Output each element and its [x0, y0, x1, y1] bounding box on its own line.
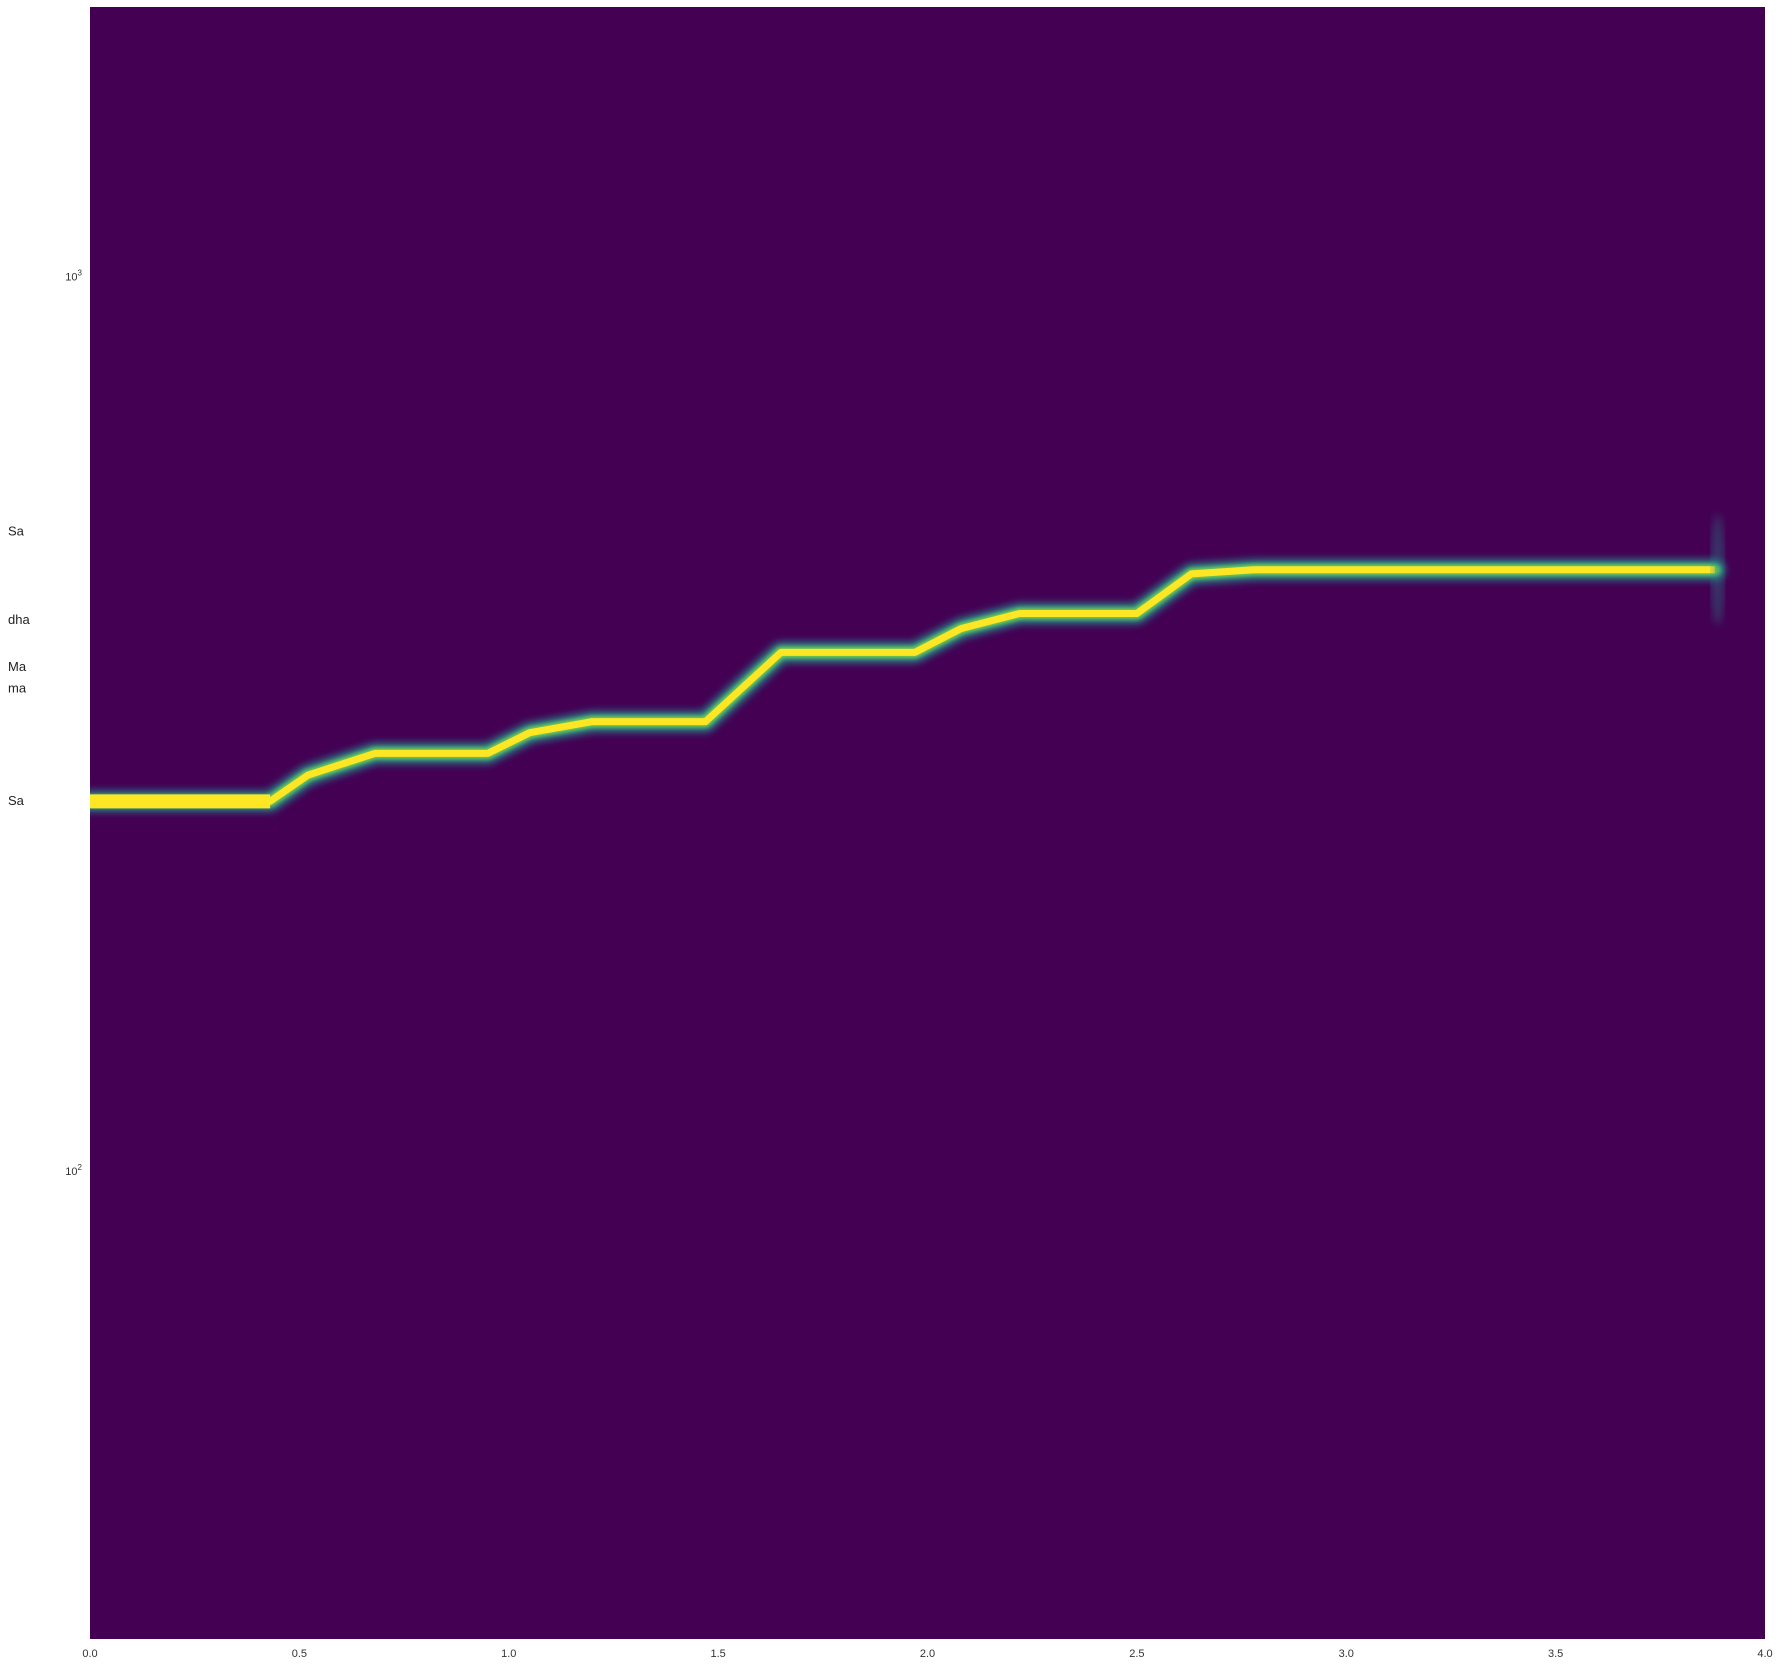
pitch-track-layer	[90, 514, 1725, 812]
x-tick-label: 3.0	[1339, 1648, 1354, 1660]
x-tick-label: 4.0	[1757, 1648, 1772, 1660]
plot-area	[90, 7, 1765, 1639]
swara-label: ma	[8, 681, 27, 696]
swara-label: dha	[8, 612, 30, 627]
swara-label: Sa	[8, 793, 25, 808]
x-tick-label: 0.5	[292, 1648, 307, 1660]
swara-label: Sa	[8, 523, 25, 538]
swara-label: Ma	[8, 659, 27, 674]
x-tick-label: 2.5	[1129, 1648, 1144, 1660]
pitch-track-tail	[1710, 514, 1725, 625]
x-tick-label: 1.5	[710, 1648, 725, 1660]
x-tick-label: 3.5	[1548, 1648, 1563, 1660]
x-tick-label: 0.0	[82, 1648, 97, 1660]
x-tick-label: 1.0	[501, 1648, 516, 1660]
y-tick-label: 103	[65, 268, 82, 283]
swara-labels: Sa ma Ma dha Sa	[8, 523, 30, 807]
pitch-track-line	[90, 566, 1715, 805]
x-axis-ticks: 0.0 0.5 1.0 1.5 2.0 2.5 3.0 3.5 4.0	[82, 1648, 1772, 1660]
x-tick-label: 2.0	[920, 1648, 935, 1660]
y-axis-ticks: 102 103	[65, 268, 82, 1178]
y-tick-label: 102	[65, 1163, 82, 1178]
